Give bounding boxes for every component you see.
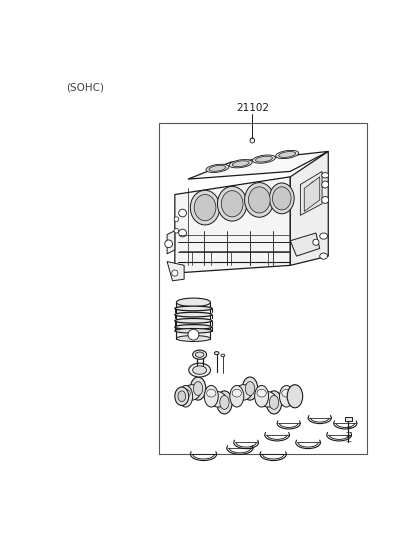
Polygon shape — [345, 417, 352, 421]
Ellipse shape — [230, 386, 244, 407]
Polygon shape — [188, 151, 328, 179]
Ellipse shape — [229, 160, 252, 168]
Ellipse shape — [255, 386, 269, 407]
Polygon shape — [304, 177, 320, 211]
Polygon shape — [290, 151, 328, 266]
Ellipse shape — [217, 186, 247, 221]
Ellipse shape — [207, 389, 216, 397]
Ellipse shape — [256, 156, 272, 162]
Ellipse shape — [175, 325, 212, 329]
Ellipse shape — [193, 366, 207, 374]
Circle shape — [313, 239, 319, 245]
Ellipse shape — [175, 312, 212, 317]
Ellipse shape — [190, 377, 206, 400]
Ellipse shape — [175, 387, 189, 406]
Ellipse shape — [287, 384, 303, 408]
Ellipse shape — [220, 395, 229, 409]
Ellipse shape — [282, 389, 291, 397]
Ellipse shape — [279, 151, 296, 157]
Ellipse shape — [194, 194, 216, 220]
Circle shape — [178, 209, 186, 217]
Ellipse shape — [210, 392, 226, 407]
Polygon shape — [167, 231, 175, 254]
Polygon shape — [290, 233, 320, 256]
Ellipse shape — [178, 386, 193, 407]
Ellipse shape — [209, 166, 226, 171]
Ellipse shape — [189, 363, 210, 377]
Circle shape — [250, 138, 255, 143]
Circle shape — [174, 229, 178, 233]
Ellipse shape — [221, 354, 225, 357]
Ellipse shape — [269, 395, 279, 409]
Ellipse shape — [252, 155, 275, 163]
Ellipse shape — [175, 319, 212, 323]
Ellipse shape — [176, 336, 210, 342]
Ellipse shape — [248, 187, 270, 213]
Ellipse shape — [320, 253, 328, 259]
Ellipse shape — [257, 389, 266, 397]
Ellipse shape — [276, 150, 299, 159]
Polygon shape — [175, 177, 290, 273]
Ellipse shape — [245, 182, 274, 217]
Ellipse shape — [242, 377, 258, 400]
Ellipse shape — [235, 384, 252, 400]
Circle shape — [165, 240, 173, 248]
Ellipse shape — [272, 187, 291, 210]
Circle shape — [174, 217, 178, 222]
Circle shape — [172, 270, 178, 276]
Ellipse shape — [184, 384, 200, 400]
Ellipse shape — [217, 391, 232, 414]
Ellipse shape — [175, 306, 212, 311]
Ellipse shape — [322, 173, 328, 178]
Ellipse shape — [232, 161, 249, 167]
Ellipse shape — [195, 352, 204, 357]
Ellipse shape — [246, 382, 255, 395]
Ellipse shape — [266, 391, 282, 414]
Circle shape — [322, 197, 328, 204]
Ellipse shape — [181, 389, 190, 397]
Ellipse shape — [311, 182, 318, 187]
Polygon shape — [176, 302, 210, 338]
Bar — [159, 123, 367, 454]
Circle shape — [188, 329, 199, 340]
Ellipse shape — [279, 386, 293, 407]
Ellipse shape — [215, 352, 219, 355]
Ellipse shape — [232, 389, 241, 397]
Ellipse shape — [221, 191, 243, 217]
Ellipse shape — [269, 183, 294, 214]
Ellipse shape — [320, 233, 328, 239]
Ellipse shape — [206, 164, 229, 173]
Circle shape — [178, 229, 186, 237]
Polygon shape — [167, 262, 184, 281]
Circle shape — [251, 138, 254, 142]
Ellipse shape — [178, 391, 186, 402]
Ellipse shape — [175, 329, 212, 333]
Ellipse shape — [259, 392, 276, 407]
Polygon shape — [300, 172, 322, 216]
Ellipse shape — [190, 190, 220, 225]
Ellipse shape — [194, 382, 203, 395]
Text: 21102: 21102 — [236, 103, 269, 113]
Text: (SOHC): (SOHC) — [66, 82, 104, 92]
Circle shape — [322, 181, 328, 188]
Ellipse shape — [193, 350, 207, 359]
Ellipse shape — [176, 298, 210, 307]
Ellipse shape — [204, 386, 218, 407]
